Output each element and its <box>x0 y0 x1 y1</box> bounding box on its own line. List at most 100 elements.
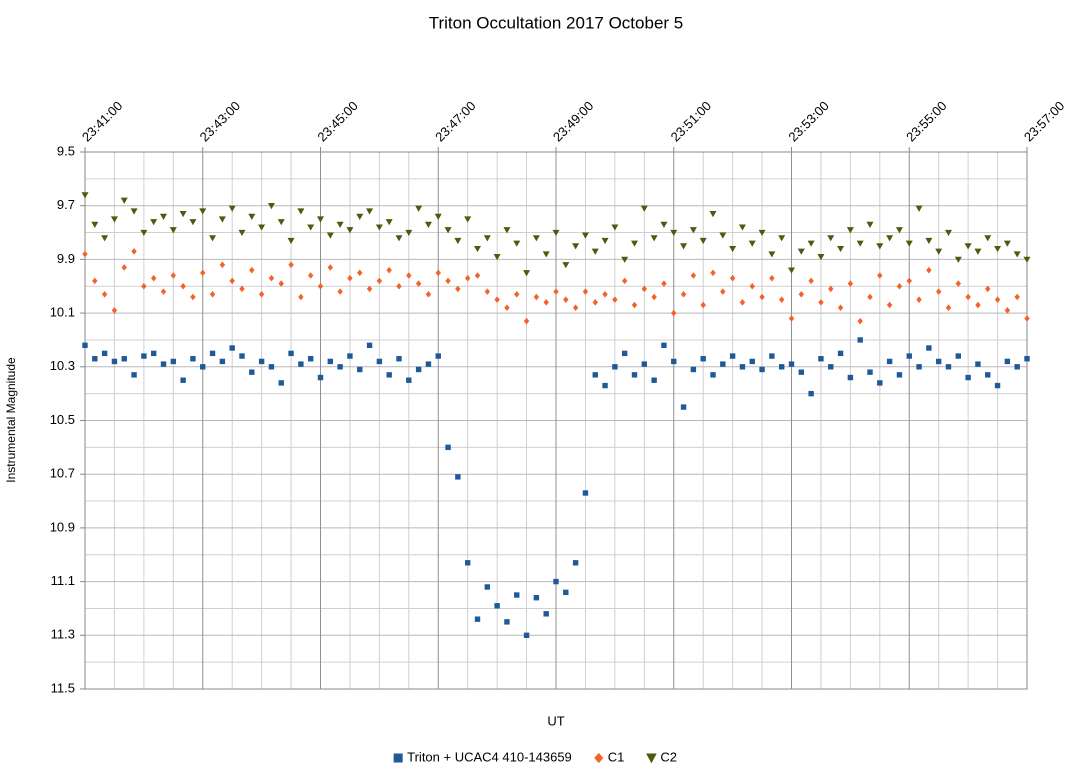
data-point <box>748 240 756 247</box>
data-point <box>307 356 314 362</box>
data-point <box>640 205 648 212</box>
data-point <box>975 361 981 367</box>
data-point <box>543 611 549 617</box>
data-point <box>493 254 501 261</box>
data-point <box>415 366 422 373</box>
data-point <box>808 277 814 285</box>
data-point <box>101 350 108 357</box>
data-point <box>562 262 570 269</box>
data-point <box>572 304 579 312</box>
data-point <box>209 291 216 298</box>
legend-marker <box>393 753 403 763</box>
data-point <box>710 269 716 277</box>
data-point <box>680 243 688 250</box>
data-point <box>514 291 520 298</box>
data-point <box>435 269 441 277</box>
data-point <box>817 254 825 261</box>
data-point <box>572 560 579 566</box>
data-point <box>661 280 667 287</box>
data-point <box>1003 240 1011 247</box>
data-point <box>474 272 481 279</box>
data-point <box>690 272 697 279</box>
data-point <box>857 317 863 325</box>
data-point <box>170 272 177 279</box>
data-point <box>974 248 982 255</box>
y-tick-label: 10.1 <box>50 305 75 320</box>
data-point <box>307 224 315 231</box>
data-point <box>287 237 295 245</box>
data-point <box>150 219 158 226</box>
data-point <box>258 224 266 231</box>
data-point <box>837 304 844 312</box>
data-point <box>906 353 912 359</box>
data-point <box>474 616 481 622</box>
legend-label: C2 <box>660 749 677 764</box>
data-point <box>101 291 108 298</box>
data-point <box>385 219 393 226</box>
data-point <box>514 592 520 598</box>
data-point <box>376 277 383 285</box>
data-point <box>964 243 972 250</box>
data-point <box>386 372 392 378</box>
data-point <box>759 293 765 301</box>
data-point <box>169 227 177 234</box>
legend-marker <box>594 752 604 764</box>
data-point <box>818 356 824 362</box>
data-point <box>602 291 608 298</box>
y-tick-label: 9.9 <box>57 251 75 266</box>
data-point <box>405 229 413 237</box>
data-point <box>768 251 776 258</box>
data-point <box>699 237 707 245</box>
data-point <box>532 235 540 242</box>
data-point <box>1014 293 1020 301</box>
data-point <box>709 211 717 218</box>
data-point <box>965 374 971 381</box>
data-point <box>720 361 726 367</box>
data-point <box>749 358 755 365</box>
data-point <box>975 301 981 309</box>
data-point <box>424 221 432 228</box>
data-point <box>759 366 765 373</box>
data-point <box>386 266 392 274</box>
data-point <box>1013 251 1021 258</box>
data-point <box>965 293 971 301</box>
data-point <box>92 356 98 362</box>
data-point <box>337 364 343 370</box>
data-point <box>671 358 677 365</box>
data-point <box>238 229 246 237</box>
data-point <box>277 219 285 226</box>
data-point <box>612 296 618 303</box>
data-point <box>425 361 432 367</box>
data-point <box>926 266 932 274</box>
data-point <box>317 282 324 290</box>
data-point <box>484 288 491 295</box>
data-point <box>1024 315 1030 322</box>
data-point <box>209 235 217 242</box>
data-point <box>434 213 442 220</box>
data-point <box>954 256 962 263</box>
data-point <box>347 353 353 359</box>
data-point <box>553 288 559 295</box>
data-point <box>641 361 648 367</box>
data-point <box>336 221 344 228</box>
data-point <box>464 560 471 566</box>
data-point <box>298 361 304 367</box>
data-point <box>474 245 481 253</box>
data-point <box>445 277 451 285</box>
data-point <box>602 382 608 389</box>
y-tick-label: 10.7 <box>50 466 75 481</box>
data-point <box>200 269 206 277</box>
data-point <box>111 358 118 365</box>
x-axis-label: UT <box>547 713 564 728</box>
data-point <box>985 285 991 293</box>
data-point <box>288 350 294 357</box>
data-point <box>199 208 207 215</box>
data-point <box>229 277 235 285</box>
data-point <box>641 285 648 293</box>
data-point <box>984 235 992 242</box>
data-point <box>523 317 530 325</box>
data-point <box>797 248 805 255</box>
data-point <box>582 490 589 496</box>
data-point <box>455 285 461 293</box>
data-point <box>91 221 99 228</box>
